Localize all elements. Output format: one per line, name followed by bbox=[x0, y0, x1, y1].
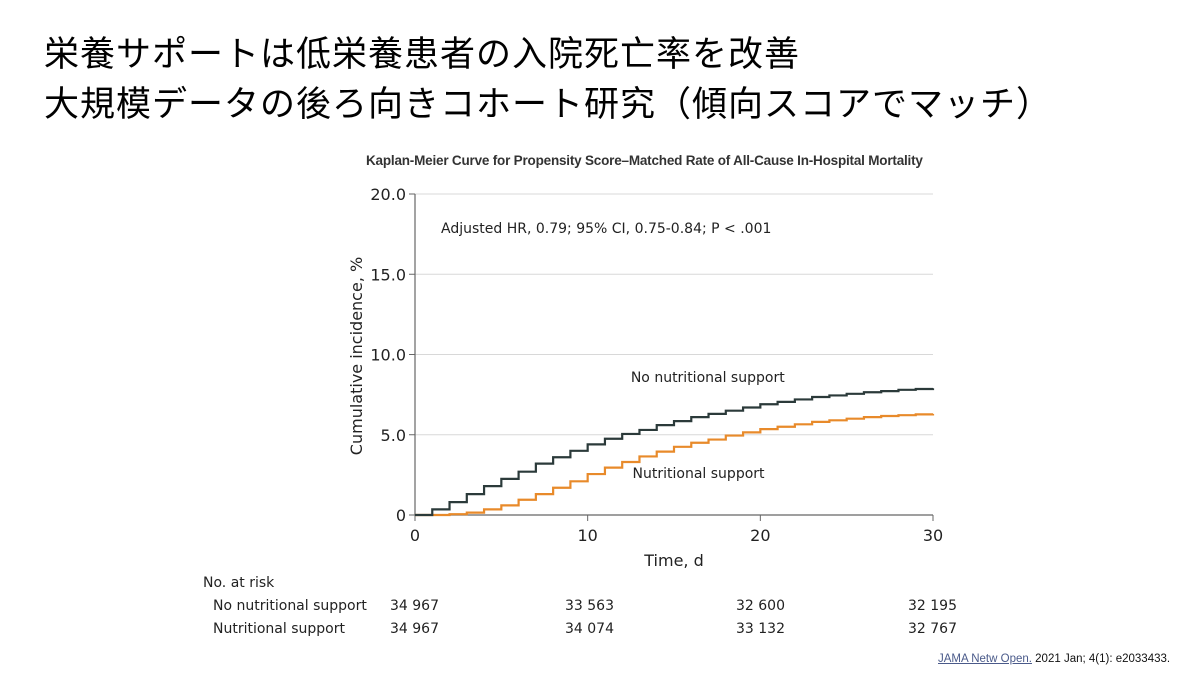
risk-cell: 34 074 bbox=[565, 621, 614, 637]
x-tick-label: 20 bbox=[750, 526, 770, 545]
series-label: No nutritional support bbox=[631, 370, 785, 386]
x-tick-label: 30 bbox=[923, 526, 943, 545]
risk-cell: 32 600 bbox=[736, 598, 785, 614]
y-tick-label: 0 bbox=[396, 506, 406, 525]
x-tick-label: 0 bbox=[410, 526, 420, 545]
risk-cell: 32 195 bbox=[908, 598, 957, 614]
y-tick-label: 20.0 bbox=[370, 185, 406, 204]
slide-title-line-2: 大規模データの後ろ向きコホート研究（傾向スコアでマッチ） bbox=[44, 85, 1053, 125]
risk-row-label: Nutritional support bbox=[213, 621, 345, 637]
y-axis-label: Cumulative incidence, % bbox=[347, 257, 366, 455]
risk-cell: 33 132 bbox=[736, 621, 785, 637]
y-tick-label: 10.0 bbox=[370, 346, 406, 365]
y-tick-label: 5.0 bbox=[381, 426, 406, 445]
x-tick-label: 10 bbox=[577, 526, 597, 545]
series-label: Nutritional support bbox=[633, 466, 765, 482]
citation: JAMA Netw Open. 2021 Jan; 4(1): e2033433… bbox=[938, 653, 1170, 665]
km-curve-no-nutritional-support bbox=[415, 387, 935, 517]
risk-cell: 34 967 bbox=[390, 598, 439, 614]
slide-title-line-1: 栄養サポートは低栄養患者の入院死亡率を改善 bbox=[44, 35, 801, 75]
citation-details: 2021 Jan; 4(1): e2033433. bbox=[1031, 653, 1171, 665]
risk-row-label: No nutritional support bbox=[213, 598, 367, 614]
risk-table-header: No. at risk bbox=[203, 575, 275, 591]
chart-title: Kaplan-Meier Curve for Propensity Score–… bbox=[366, 153, 923, 168]
km-curve-nutritional-support bbox=[415, 413, 935, 517]
risk-cell: 33 563 bbox=[565, 598, 614, 614]
hr-annotation: Adjusted HR, 0.79; 95% CI, 0.75-0.84; P … bbox=[441, 221, 771, 237]
journal-link[interactable]: JAMA Netw Open. bbox=[938, 653, 1032, 665]
risk-cell: 32 767 bbox=[908, 621, 957, 637]
y-tick-label: 15.0 bbox=[370, 265, 406, 284]
x-axis-label: Time, d bbox=[643, 551, 703, 570]
risk-cell: 34 967 bbox=[390, 621, 439, 637]
